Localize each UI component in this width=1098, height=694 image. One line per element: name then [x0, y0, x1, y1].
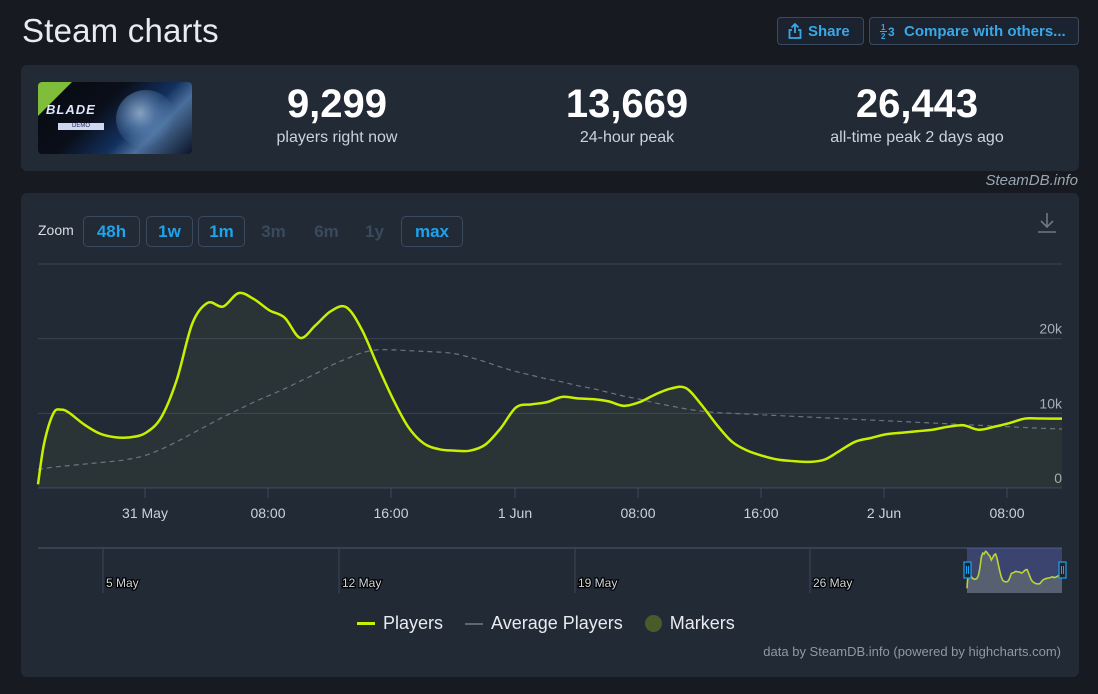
compare-numbers-icon: 1 2 3 [880, 23, 895, 40]
chart-panel: Zoom 48h 1w 1m 3m 6m 1y max 0 10k 20k 31 Ma… [21, 193, 1079, 677]
download-icon [1038, 213, 1056, 233]
stat-24h-peak: 13,669 24-hour peak [507, 81, 747, 147]
stat-all-time-peak: 26,443 all-time peak 2 days ago [797, 81, 1037, 147]
stat-label: players right now [276, 129, 398, 146]
zoom-max-button[interactable]: max [401, 216, 463, 247]
stat-value: 26,443 [855, 82, 979, 126]
demo-corner-badge [38, 82, 72, 116]
x-tick-label: 2 Jun [867, 505, 901, 521]
compare-button[interactable]: 1 2 3 Compare with others... [869, 17, 1079, 45]
chart-legend: Players Average Players Markers [357, 613, 757, 634]
download-button[interactable] [1037, 211, 1057, 240]
svg-text:2: 2 [881, 32, 886, 40]
game-logo: BLADE [46, 102, 96, 117]
share-button[interactable]: Share [777, 17, 864, 45]
stat-label: all-time peak 2 days ago [830, 129, 1004, 146]
x-tick-label: 08:00 [989, 505, 1024, 521]
legend-label: Markers [669, 613, 735, 633]
y-tick-label: 0 [1054, 470, 1062, 486]
players-line[interactable] [36, 291, 1063, 485]
stats-panel: BLADE DEMO 9,299 players right now 13,66… [21, 65, 1079, 171]
stat-players-now: 9,299 players right now [217, 81, 457, 147]
legend-average-players[interactable]: Average Players [465, 613, 623, 634]
x-tick-label: 31 May [122, 505, 168, 521]
svg-text:3: 3 [888, 25, 895, 39]
svg-text:1: 1 [881, 23, 886, 32]
x-tick-label: 08:00 [250, 505, 285, 521]
y-tick-label: 10k [1039, 395, 1063, 411]
navigator-left-handle[interactable] [963, 561, 972, 579]
zoom-6m-button: 6m [314, 221, 339, 241]
stat-value: 13,669 [565, 82, 689, 126]
game-thumbnail[interactable]: BLADE DEMO [38, 82, 192, 154]
x-tick-label: 08:00 [620, 505, 655, 521]
steamdb-credit[interactable]: SteamDB.info [985, 172, 1078, 189]
x-tick-label: 16:00 [373, 505, 408, 521]
navigator-date-label: 12 May [342, 576, 381, 590]
x-tick-label: 16:00 [743, 505, 778, 521]
navigator-date-label: 5 May [106, 576, 139, 590]
y-tick-label: 20k [1039, 321, 1063, 337]
legend-label: Players [383, 613, 444, 633]
page-title: Steam charts [22, 12, 219, 49]
compare-label: Compare with others... [904, 22, 1066, 40]
share-label: Share [808, 22, 850, 40]
zoom-3m-button: 3m [261, 221, 286, 241]
chart-footnote[interactable]: data by SteamDB.info (powered by highcha… [763, 644, 1061, 659]
legend-players[interactable]: Players [357, 613, 443, 634]
player-count-chart[interactable]: 0 10k 20k 31 May 08:00 16:00 1 Jun 08:00 16:00 2 … [21, 193, 1079, 603]
stat-value: 9,299 [286, 82, 388, 126]
thumbnail-art [116, 90, 176, 148]
zoom-1m-button[interactable]: 1m [198, 216, 245, 247]
zoom-1y-button: 1y [365, 221, 384, 241]
line-swatch-icon [465, 622, 484, 625]
stat-label: 24-hour peak [579, 129, 675, 146]
legend-markers[interactable]: Markers [644, 613, 735, 634]
line-swatch-icon [357, 622, 375, 625]
navigator-selection[interactable] [967, 548, 1062, 593]
navigator-date-label: 19 May [578, 576, 617, 590]
zoom-48h-button[interactable]: 48h [83, 216, 140, 247]
x-tick-label: 1 Jun [498, 505, 532, 521]
share-icon [788, 23, 802, 39]
dot-swatch-icon [644, 615, 662, 632]
zoom-1w-button[interactable]: 1w [146, 216, 193, 247]
navigator-right-handle[interactable] [1058, 561, 1067, 579]
zoom-label: Zoom [38, 222, 74, 238]
navigator-date-label: 26 May [813, 576, 852, 590]
demo-tag: DEMO [58, 123, 104, 130]
legend-label: Average Players [491, 613, 623, 633]
